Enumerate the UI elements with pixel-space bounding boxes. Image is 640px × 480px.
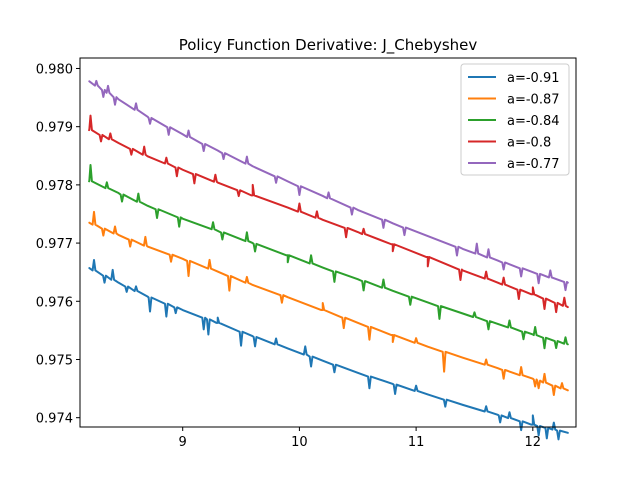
y-tick-label: 0.974	[36, 412, 73, 427]
legend-label: a=-0.91	[507, 71, 560, 86]
legend-label: a=-0.77	[507, 157, 560, 172]
legend: a=-0.91 a=-0.87 a=-0.84 a=-0.8 a=-0.77	[460, 63, 570, 176]
y-tick-label: 0.980	[36, 62, 73, 77]
legend-label: a=-0.84	[507, 114, 560, 129]
legend-label: a=-0.8	[507, 136, 551, 151]
x-tick-label: 10	[291, 435, 308, 450]
y-tick-label: 0.977	[36, 237, 73, 252]
chart-title: Policy Function Derivative: J_Chebyshev	[179, 36, 478, 55]
series-line-1	[88, 210, 569, 396]
axis-layer: 9 10 11 12 0.974 0.975 0.976 0.977 0.978 0.979 0.9…	[36, 62, 541, 450]
series-line-2	[88, 164, 569, 350]
series-line-0	[88, 258, 569, 441]
y-tick-label: 0.975	[36, 353, 73, 368]
x-tick-label: 12	[525, 435, 542, 450]
y-tick-label: 0.978	[36, 179, 73, 194]
series-line-3	[88, 114, 569, 314]
y-tick-label: 0.979	[36, 121, 73, 136]
series-line-4	[88, 79, 569, 292]
legend-box	[460, 63, 570, 176]
y-tick-label: 0.976	[36, 295, 73, 310]
x-tick-label: 9	[179, 435, 187, 450]
plot-frame	[79, 57, 577, 428]
series-layer	[88, 79, 569, 441]
x-tick-label: 11	[408, 435, 425, 450]
legend-label: a=-0.87	[507, 93, 560, 108]
